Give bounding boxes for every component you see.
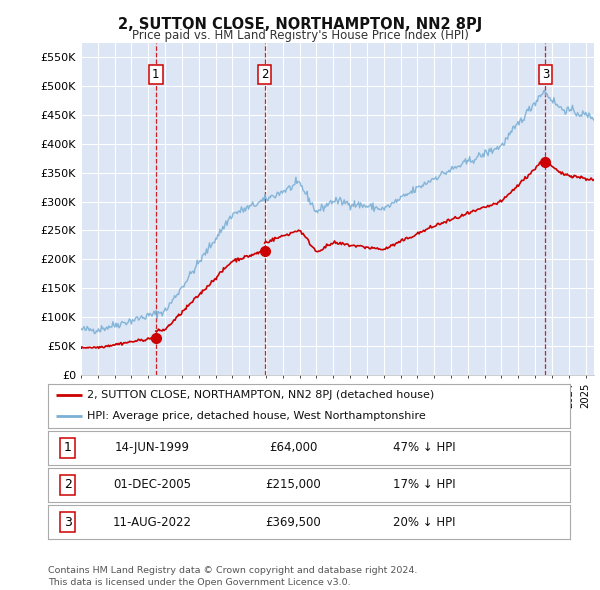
Text: 3: 3 — [542, 68, 549, 81]
Text: 2: 2 — [261, 68, 268, 81]
Text: 11-AUG-2022: 11-AUG-2022 — [113, 516, 192, 529]
Text: 17% ↓ HPI: 17% ↓ HPI — [392, 478, 455, 491]
Text: 20% ↓ HPI: 20% ↓ HPI — [392, 516, 455, 529]
Text: Contains HM Land Registry data © Crown copyright and database right 2024.
This d: Contains HM Land Registry data © Crown c… — [48, 566, 418, 587]
Text: £64,000: £64,000 — [269, 441, 317, 454]
Text: 1: 1 — [152, 68, 160, 81]
Text: 2: 2 — [64, 478, 72, 491]
Text: 1: 1 — [64, 441, 72, 454]
Text: 2, SUTTON CLOSE, NORTHAMPTON, NN2 8PJ: 2, SUTTON CLOSE, NORTHAMPTON, NN2 8PJ — [118, 17, 482, 31]
Text: 01-DEC-2005: 01-DEC-2005 — [113, 478, 191, 491]
Text: 3: 3 — [64, 516, 72, 529]
Text: Price paid vs. HM Land Registry's House Price Index (HPI): Price paid vs. HM Land Registry's House … — [131, 30, 469, 42]
Text: 47% ↓ HPI: 47% ↓ HPI — [392, 441, 455, 454]
Text: HPI: Average price, detached house, West Northamptonshire: HPI: Average price, detached house, West… — [87, 411, 426, 421]
Text: 14-JUN-1999: 14-JUN-1999 — [115, 441, 190, 454]
Text: £369,500: £369,500 — [265, 516, 321, 529]
Text: £215,000: £215,000 — [265, 478, 321, 491]
Text: 2, SUTTON CLOSE, NORTHAMPTON, NN2 8PJ (detached house): 2, SUTTON CLOSE, NORTHAMPTON, NN2 8PJ (d… — [87, 391, 434, 401]
